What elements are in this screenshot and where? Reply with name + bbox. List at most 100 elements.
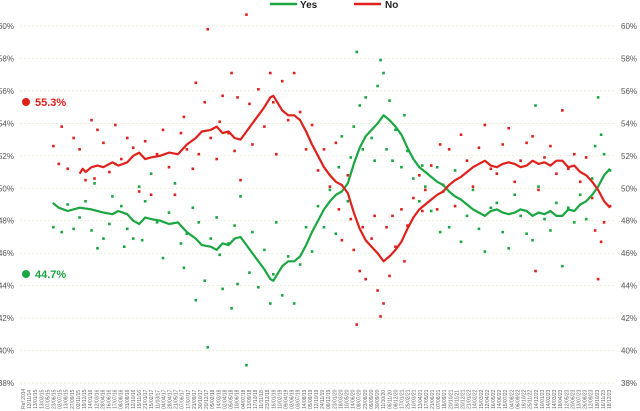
x-tick-label: 13/04/21 bbox=[418, 389, 424, 409]
point-no bbox=[388, 274, 391, 278]
point-no bbox=[453, 204, 457, 208]
point-no bbox=[412, 196, 415, 200]
x-tick-label: 12/10/16 bbox=[131, 389, 137, 409]
point-yes bbox=[227, 242, 230, 245]
x-tick-label: 18/11/21 bbox=[454, 390, 460, 409]
point-no bbox=[418, 173, 421, 177]
point-yes bbox=[185, 232, 189, 236]
point-no bbox=[379, 315, 382, 318]
point-no bbox=[185, 148, 189, 151]
point-no bbox=[519, 159, 522, 162]
point-no bbox=[191, 167, 195, 171]
point-no bbox=[543, 156, 546, 159]
point-yes bbox=[543, 217, 546, 221]
y-tick-right: 56% bbox=[621, 87, 637, 96]
point-no bbox=[567, 167, 570, 171]
point-yes bbox=[111, 195, 114, 198]
point-yes bbox=[590, 177, 594, 180]
y-axis-right: 38% 40% 42% 44% 46% 48% 50% 52% 54% 56% 58% 60% bbox=[621, 22, 637, 388]
point-no bbox=[364, 277, 367, 281]
point-no bbox=[292, 71, 296, 75]
point-no bbox=[489, 167, 493, 171]
point-yes bbox=[298, 263, 302, 266]
point-yes bbox=[513, 193, 516, 197]
point-no bbox=[501, 143, 505, 146]
point-no bbox=[561, 109, 564, 112]
point-yes bbox=[120, 204, 123, 208]
point-yes bbox=[322, 225, 326, 229]
point-yes bbox=[403, 113, 406, 117]
point-yes bbox=[435, 165, 439, 169]
point-yes bbox=[364, 96, 367, 99]
x-tick-label: 14/02/23 bbox=[546, 389, 552, 409]
x-tick-label: 14/06/22 bbox=[497, 389, 503, 409]
point-no bbox=[334, 141, 338, 145]
point-no bbox=[447, 148, 451, 151]
point-yes bbox=[143, 199, 147, 203]
point-yes bbox=[239, 195, 242, 198]
point-yes bbox=[447, 225, 451, 229]
x-tick-label: 27/09/15 bbox=[70, 389, 76, 409]
x-tick-label: 30/10/17 bbox=[198, 389, 204, 409]
x-tick-label: 02/11/15 bbox=[76, 390, 82, 409]
point-no bbox=[328, 185, 332, 188]
point-no bbox=[108, 170, 111, 174]
x-axis: Ref 2014 13/11/14 13/01/15 13/03/15 07/05/15… bbox=[21, 388, 613, 409]
point-yes bbox=[52, 225, 55, 229]
point-yes bbox=[155, 221, 159, 224]
x-tick-label: 15/03/22 bbox=[479, 389, 485, 409]
point-no bbox=[194, 81, 198, 85]
point-no bbox=[233, 149, 236, 153]
point-yes bbox=[96, 247, 99, 250]
point-no bbox=[245, 13, 248, 16]
point-yes bbox=[60, 230, 64, 234]
point-yes bbox=[292, 302, 296, 305]
y-tick-right: 58% bbox=[621, 54, 637, 63]
x-tick-label: 25/02/21 bbox=[406, 389, 412, 409]
point-no bbox=[572, 152, 576, 156]
point-yes bbox=[248, 271, 251, 274]
x-tick-label: 19/11/16 bbox=[137, 390, 143, 409]
x-tick-label: 20/10/21 bbox=[448, 389, 454, 409]
point-no bbox=[531, 135, 534, 138]
point-yes bbox=[400, 165, 403, 169]
point-yes bbox=[230, 307, 233, 310]
x-tick-label: 17/05/21 bbox=[424, 389, 430, 409]
point-no bbox=[263, 125, 266, 128]
point-yes bbox=[263, 248, 266, 252]
x-tick-label: 10/02/19 bbox=[277, 389, 283, 409]
point-yes bbox=[429, 209, 433, 213]
point-yes bbox=[179, 242, 183, 245]
y-tick-left: 40% bbox=[0, 347, 14, 356]
x-tick-label: 14/08/19 bbox=[302, 389, 308, 409]
x-tick-label: 16/01/19 bbox=[271, 389, 277, 409]
point-no bbox=[209, 136, 213, 140]
point-yes bbox=[453, 169, 457, 172]
x-tick-label: 13/03/15 bbox=[39, 389, 45, 409]
point-yes bbox=[352, 125, 356, 128]
point-yes bbox=[370, 136, 373, 140]
point-no bbox=[602, 221, 606, 224]
point-yes bbox=[465, 214, 469, 218]
y-tick-left: 46% bbox=[0, 249, 14, 258]
point-yes bbox=[376, 84, 379, 88]
point-no bbox=[230, 71, 233, 75]
x-tick-label: 07/05/15 bbox=[45, 389, 51, 409]
point-no bbox=[346, 173, 350, 177]
point-no bbox=[206, 27, 210, 31]
x-tick-label: 07/06/17 bbox=[180, 389, 186, 409]
x-tick-label: 18/04/23 bbox=[558, 389, 564, 409]
point-yes bbox=[280, 294, 284, 297]
y-tick-right: 52% bbox=[621, 152, 637, 161]
point-no bbox=[96, 128, 99, 132]
point-no bbox=[495, 172, 499, 175]
y-tick-left: 58% bbox=[0, 54, 14, 63]
x-tick-label: 12/05/23 bbox=[564, 389, 570, 409]
point-no bbox=[355, 323, 359, 326]
x-tick-label: 13/01/15 bbox=[33, 389, 39, 409]
point-yes bbox=[269, 302, 272, 305]
x-tick-label: 11/03/17 bbox=[155, 390, 161, 409]
point-no bbox=[438, 143, 442, 146]
point-no bbox=[173, 193, 177, 197]
